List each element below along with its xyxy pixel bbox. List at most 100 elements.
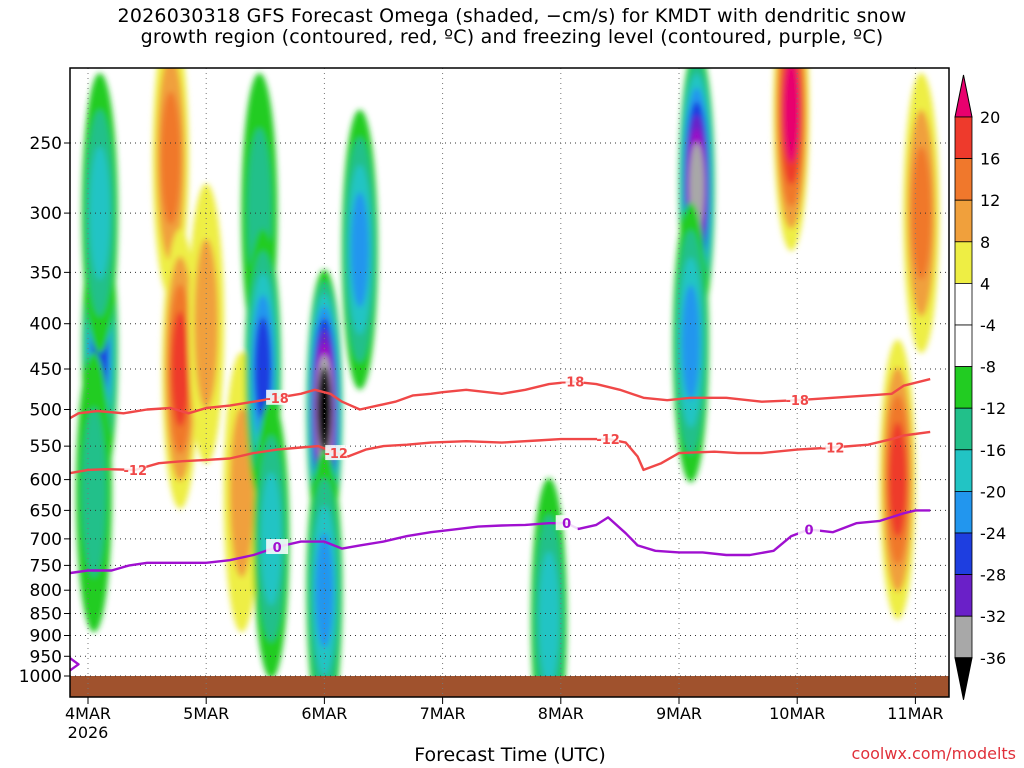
omega-cell-6-1: [229, 407, 254, 578]
y-tick-label-900: 900: [30, 626, 62, 646]
contour-label-bg-0-1: [266, 389, 289, 405]
colorbar-label-0: 20: [980, 108, 1000, 127]
colorbar: 20 16 12 8 4 -4 -8 -12 -16 -20 -24 -28 -32 -36: [954, 74, 1006, 700]
y-tick-label-700: 700: [30, 530, 62, 550]
x-tick-year: 2026: [68, 723, 109, 742]
colorbar-box-7: [954, 407, 973, 451]
x-tick-label-0: 4MAR: [65, 704, 111, 723]
colorbar-box-5: [954, 324, 973, 367]
omega-cell-2-1: [81, 407, 106, 578]
contour-label-bg-1-6: [821, 439, 844, 455]
contour-label-2-3: 0: [562, 517, 571, 532]
omega-cell-10-8: [317, 367, 332, 452]
contour-label-1-2: -12: [324, 447, 348, 462]
colorbar-label-13: -36: [980, 649, 1006, 668]
omega-cell-11-3: [315, 532, 334, 648]
colorbar-label-7: -12: [980, 399, 1006, 418]
colorbar-box-6: [954, 366, 973, 409]
colorbar-label-4: 4: [980, 274, 990, 293]
colorbar-label-8: -16: [980, 441, 1006, 460]
omega-cell-17-3: [888, 422, 907, 538]
contour-label-1-0: -12: [124, 464, 148, 479]
y-tick-label-1000: 1000: [19, 667, 62, 687]
y-axis: 2503003504004505005506006507007508008509…: [19, 134, 70, 687]
y-tick-label-550: 550: [30, 437, 62, 457]
omega-cell-1-2: [89, 146, 110, 280]
terrain-fill: [70, 676, 949, 697]
colorbar-box-9: [954, 490, 973, 534]
contour-label-bg-2-1: [266, 539, 289, 555]
y-tick-label-450: 450: [30, 360, 62, 380]
colorbar-box-12: [954, 615, 973, 659]
contour-label-2-1: 0: [273, 541, 282, 556]
y-tick-label-500: 500: [30, 401, 62, 421]
x-tick-label-1: 5MAR: [183, 704, 229, 723]
colorbar-label-9: -20: [980, 482, 1006, 501]
colorbar-label-3: 8: [980, 233, 990, 252]
x-tick-label-2: 6MAR: [301, 704, 347, 723]
colorbar-box-1: [954, 158, 973, 201]
contour-label-bg-0-5: [786, 392, 809, 408]
colorbar-bottom-arrow: [954, 657, 973, 700]
omega-cell-12-3: [350, 192, 369, 308]
y-tick-label-950: 950: [30, 647, 62, 667]
chart-title: 2026030318 GFS Forecast Omega (shaded, −…: [0, 6, 1024, 48]
contour-0: [70, 377, 931, 420]
contour-label-bg-2-3: [555, 515, 578, 531]
y-tick-label-650: 650: [30, 501, 62, 521]
omega-cell-3-2: [160, 91, 181, 225]
colorbar-top-arrow: [954, 74, 973, 118]
colorbar-label-1: 16: [980, 150, 1000, 169]
contour-3: [70, 656, 80, 672]
colorbar-label-2: 12: [980, 191, 1000, 210]
plot-frame: [69, 67, 950, 698]
contour-label-bg-1-4: [597, 431, 620, 447]
credit-link[interactable]: coolwx.com/modelts: [851, 744, 1016, 763]
y-tick-label-800: 800: [30, 581, 62, 601]
y-tick-label-850: 850: [30, 605, 62, 625]
colorbar-box-2: [954, 199, 973, 243]
colorbar-box-3: [954, 241, 973, 284]
x-tick-label-6: 10MAR: [769, 704, 825, 723]
omega-cell-9-2: [261, 472, 282, 606]
contour-label-bg-1-0: [124, 461, 147, 477]
contour-label-bg-0-3: [561, 373, 584, 389]
y-tick-label-400: 400: [30, 315, 62, 335]
colorbar-box-8: [954, 449, 973, 492]
contour-label-bg-2-5: [798, 521, 821, 537]
chart-title-line1: 2026030318 GFS Forecast Omega (shaded, −…: [117, 5, 907, 27]
contour-1: [70, 430, 931, 475]
y-tick-label-350: 350: [30, 263, 62, 283]
omega-cell-18-2: [911, 146, 932, 280]
colorbar-box-11: [954, 574, 973, 617]
x-tick-label-7: 11MAR: [887, 704, 943, 723]
x-tick-label-3: 7MAR: [420, 704, 466, 723]
chart-title-line2: growth region (contoured, red, ºC) and f…: [140, 26, 884, 48]
y-tick-label-300: 300: [30, 204, 62, 224]
contour-label-1-6: -12: [821, 442, 845, 457]
omega-shading: [75, 68, 940, 697]
contours: [70, 377, 931, 672]
colorbar-label-5: -4: [980, 316, 996, 335]
x-axis: 4MAR 5MAR 6MAR 7MAR 8MAR 9MAR 10MAR 11MAR 2026: [65, 697, 944, 742]
contour-label-bg-1-2: [325, 445, 348, 461]
contour-label-1-4: -12: [596, 433, 620, 448]
contour-label-2-5: 0: [804, 523, 813, 538]
contour-label-0-1: -18: [265, 392, 289, 407]
ground-fill: [70, 676, 949, 697]
omega-cell-13-2: [538, 551, 559, 685]
y-tick-label-750: 750: [30, 556, 62, 576]
colorbar-label-10: -24: [980, 524, 1006, 543]
colorbar-label-6: -8: [980, 358, 996, 377]
contour-label-0-3: -18: [561, 376, 585, 391]
colorbar-label-11: -28: [980, 566, 1006, 585]
x-axis-label: Forecast Time (UTC): [414, 744, 606, 766]
omega-cell-16-4: [782, 68, 800, 163]
colorbar-box-0: [954, 116, 973, 159]
contour-2: [70, 509, 931, 575]
contour-label-0-5: -18: [785, 394, 809, 409]
x-tick-label-4: 8MAR: [538, 704, 584, 723]
colorbar-box-4: [954, 282, 973, 326]
y-tick-label-600: 600: [30, 471, 62, 491]
